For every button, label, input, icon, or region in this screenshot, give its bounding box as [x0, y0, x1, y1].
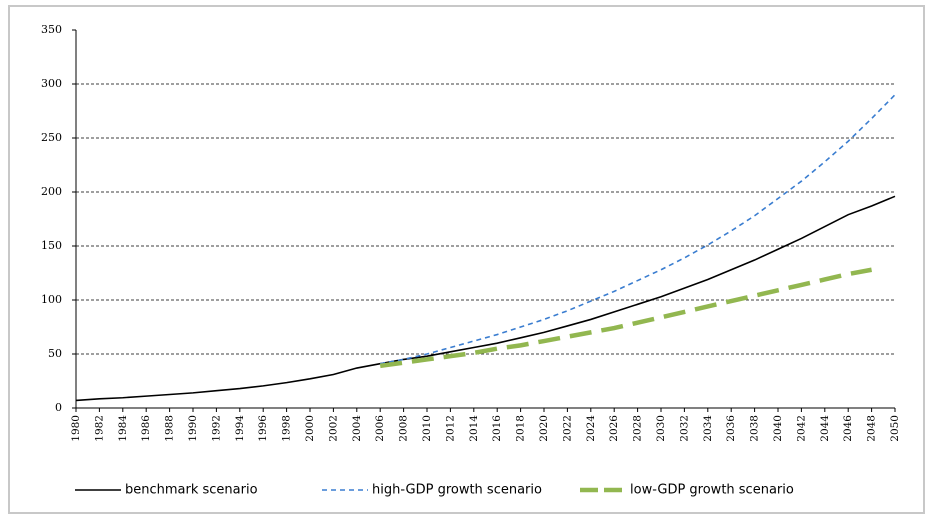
x-tick-label: 1988: [164, 415, 176, 442]
x-tick-label: 2046: [842, 415, 854, 442]
series-line: [379, 267, 873, 369]
legend-label: low-GDP growth scenario: [630, 483, 794, 498]
x-tick-label: 1992: [210, 415, 222, 442]
x-tick-label: 1996: [257, 415, 269, 442]
x-tick-label: 1982: [93, 415, 105, 442]
y-tick-label: 100: [41, 293, 62, 306]
x-tick-label: 2026: [608, 415, 620, 442]
x-tick-label: 2040: [772, 415, 784, 442]
x-tick-label: 2020: [538, 415, 550, 442]
x-tick-label: 2032: [678, 415, 690, 442]
x-tick-label: 2034: [702, 415, 714, 442]
x-tick-label: 2044: [819, 415, 831, 442]
y-tick-label: 250: [41, 131, 62, 144]
x-tick-label: 2024: [585, 415, 597, 442]
y-tick-label: 150: [41, 239, 62, 252]
frame: [8, 5, 925, 514]
y-tick-label: 200: [41, 185, 62, 198]
x-tick-label: 2008: [398, 415, 410, 442]
x-tick-label: 1998: [281, 415, 293, 442]
y-tick-label: 350: [41, 23, 62, 36]
x-tick-label: 2002: [327, 415, 339, 442]
x-tick-label: 2010: [421, 415, 433, 442]
series-line: [75, 195, 896, 402]
x-tick-label: 1984: [117, 415, 129, 442]
x-tick-label: 2006: [374, 415, 386, 442]
x-tick-label: 2028: [632, 415, 644, 442]
x-tick-label: 2016: [491, 415, 503, 442]
x-tick-label: 2014: [468, 415, 480, 442]
y-tick-label: 300: [41, 77, 62, 90]
series-line: [380, 94, 896, 365]
x-tick-label: 2036: [725, 415, 737, 442]
x-tick-label: 2030: [655, 415, 667, 442]
x-tick-label: 2050: [889, 415, 901, 442]
y-tick-label: 0: [55, 401, 62, 414]
x-tick-label: 1990: [187, 415, 199, 442]
x-tick-label: 2012: [444, 415, 456, 442]
x-tick-label: 1986: [140, 415, 152, 442]
x-tick-label: 2038: [749, 415, 761, 442]
x-tick-label: 2042: [795, 415, 807, 442]
x-tick-label: 2018: [515, 415, 527, 442]
x-tick-label: 2048: [866, 415, 878, 442]
x-tick-label: 1994: [234, 415, 246, 442]
x-tick-label: 2004: [351, 415, 363, 442]
legend-label: high-GDP growth scenario: [372, 483, 542, 498]
x-tick-label: 2022: [561, 415, 573, 442]
y-tick-label: 50: [48, 347, 62, 360]
x-tick-label: 2000: [304, 415, 316, 442]
legend-label: benchmark scenario: [125, 483, 258, 498]
x-tick-label: 1980: [70, 415, 82, 442]
